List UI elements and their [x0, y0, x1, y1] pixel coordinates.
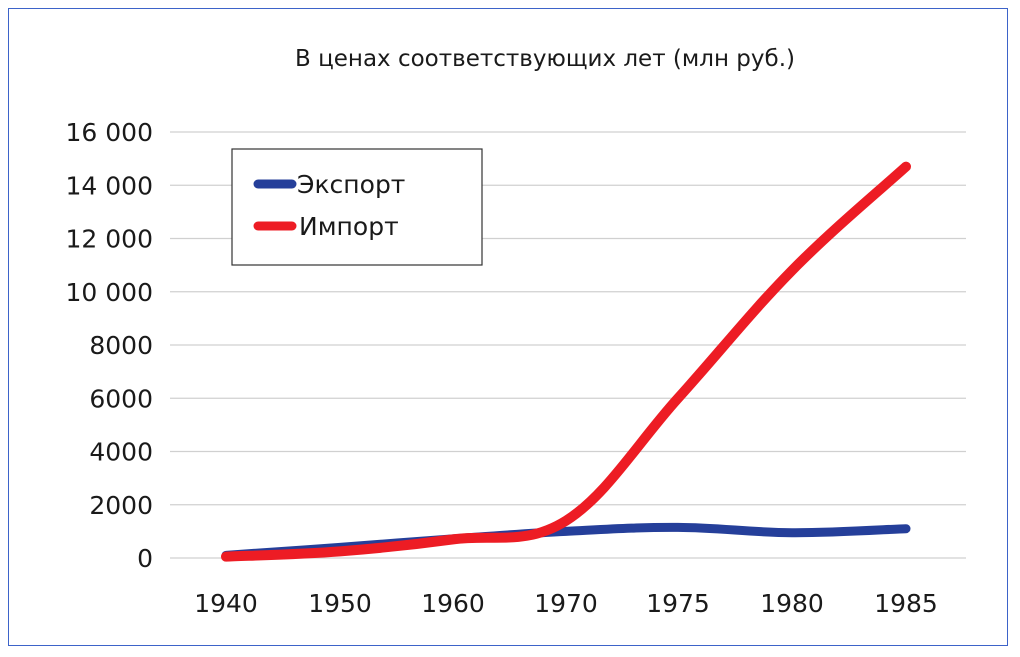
- y-tick-label: 14 000: [66, 171, 153, 200]
- y-tick-label: 2000: [89, 491, 153, 520]
- x-axis-ticks: 1940 1950 1960 1970 1975 1980 1985: [194, 589, 938, 618]
- y-tick-label: 12 000: [66, 225, 153, 254]
- x-tick-label: 1975: [646, 589, 710, 618]
- legend-label-export: Экспорт: [297, 170, 405, 199]
- legend-label-import: Импорт: [299, 212, 399, 241]
- y-tick-label: 10 000: [66, 278, 153, 307]
- y-axis-ticks: 0 2000 4000 6000 8000 10 000 12 000 14 000 16 00…: [66, 118, 153, 573]
- x-tick-label: 1950: [308, 589, 372, 618]
- x-tick-label: 1960: [421, 589, 485, 618]
- x-tick-label: 1970: [534, 589, 598, 618]
- y-tick-label: 8000: [89, 331, 153, 360]
- y-tick-label: 0: [137, 544, 153, 573]
- y-tick-label: 6000: [89, 384, 153, 413]
- x-tick-label: 1980: [760, 589, 824, 618]
- chart-title: В ценах соответствующих лет (млн руб.): [295, 46, 795, 72]
- y-tick-label: 4000: [89, 438, 153, 467]
- legend: Экспорт Импорт: [231, 148, 483, 266]
- series-lines: [221, 161, 911, 562]
- legend-box: [231, 148, 483, 266]
- x-tick-label: 1985: [874, 589, 938, 618]
- series-line-import: [221, 161, 911, 562]
- y-tick-label: 16 000: [66, 118, 153, 147]
- x-tick-label: 1940: [194, 589, 258, 618]
